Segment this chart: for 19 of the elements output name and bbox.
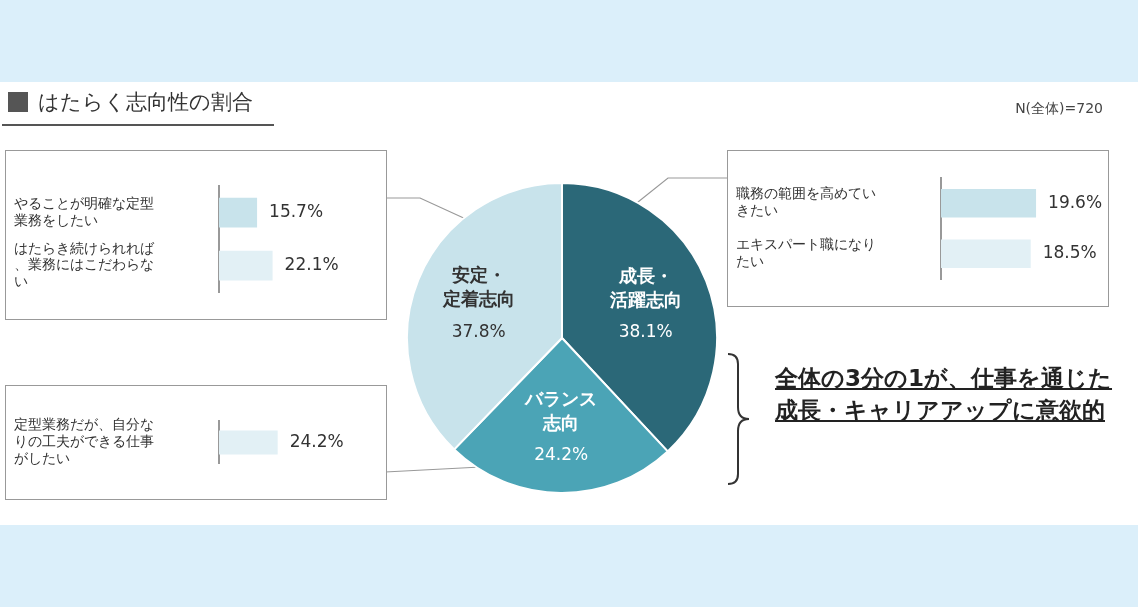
text: N(全体)=720 [1015, 100, 1103, 118]
y-tick-label: 定型業務だが、自分なりの工夫ができる仕事がしたい [14, 416, 154, 466]
text: 全体の3分の1が、仕事を通じた成長・キャリアアップに意欲的 [775, 364, 1113, 425]
data-label: 37.8% [451, 320, 506, 341]
y-tick-label: エキスパート職になりたい [736, 236, 876, 269]
slice-label: バランス志向 [524, 387, 598, 433]
slice-label: 安定・定着志向 [441, 263, 515, 309]
data-label: 19.6% [1048, 191, 1103, 212]
data-label: 38.1% [618, 321, 673, 342]
data-label: 18.5% [1042, 242, 1097, 263]
y-tick-label: やることが明確な定型業務をしたい [14, 194, 154, 228]
data-label: 22.1% [284, 254, 339, 275]
slice-label: 成長・活躍志向 [608, 264, 682, 310]
y-tick-label: 職務の範囲を高めていきたい [736, 185, 876, 219]
data-label: 24.2% [289, 430, 344, 451]
y-tick-label: はたらき続けられれば、業務にはこだわらない [14, 239, 155, 290]
data-label: 15.7% [269, 201, 324, 222]
data-label: 24.2% [534, 444, 589, 465]
text: はたらく志向性の割合 [38, 89, 253, 116]
